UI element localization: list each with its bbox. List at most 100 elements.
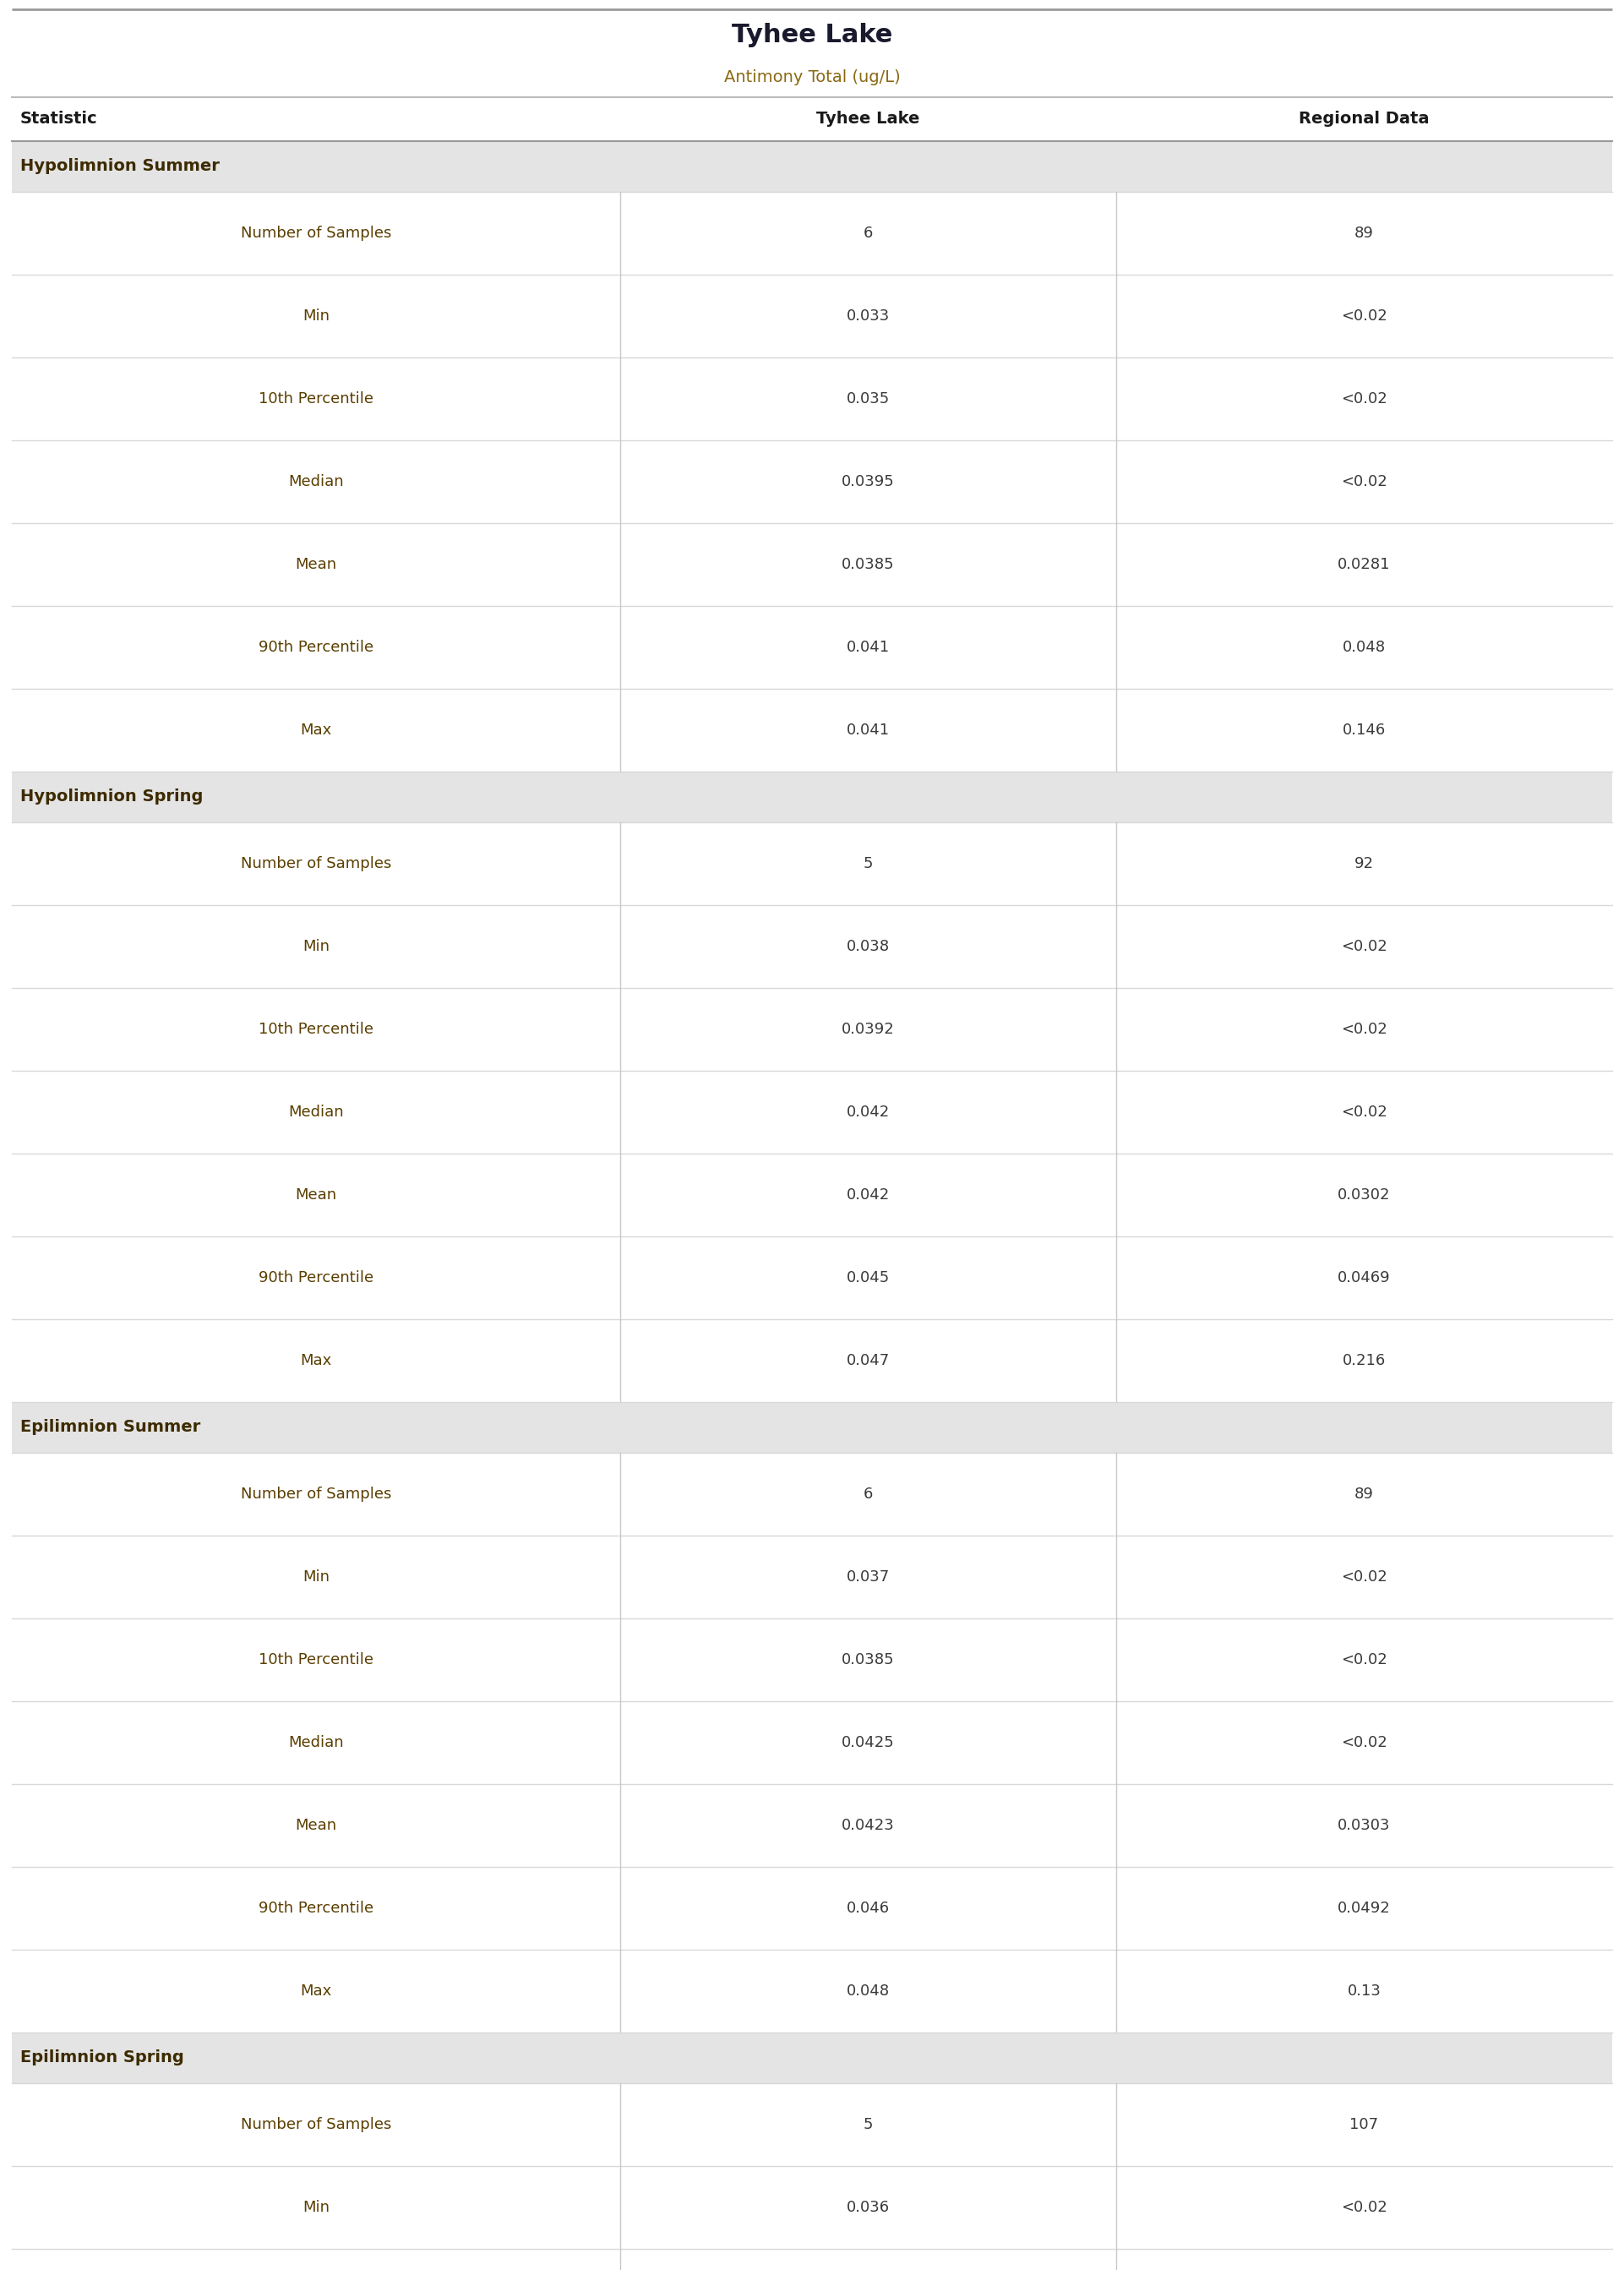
Text: <0.02: <0.02	[1341, 940, 1387, 953]
Text: Min: Min	[302, 2200, 330, 2216]
Bar	[11, 356, 1613, 440]
Bar	[11, 1071, 1613, 1153]
Text: Max: Max	[300, 722, 331, 738]
Text: 0.047: 0.047	[846, 1353, 890, 1369]
Text: <0.02: <0.02	[1341, 1653, 1387, 1668]
Bar	[11, 822, 1613, 906]
Text: 107: 107	[1350, 2118, 1379, 2132]
Text: 0.0425: 0.0425	[841, 1734, 895, 1750]
Text: 0.0492: 0.0492	[1338, 1900, 1390, 1916]
Bar	[11, 2166, 1613, 2250]
Text: 5: 5	[862, 2118, 872, 2132]
Bar	[11, 1403, 1613, 1453]
Text: Statistic: Statistic	[19, 111, 97, 127]
Text: Hypolimnion Spring: Hypolimnion Spring	[19, 790, 203, 806]
Text: Tyhee Lake: Tyhee Lake	[817, 111, 919, 127]
Text: 0.035: 0.035	[846, 390, 890, 406]
Text: 89: 89	[1354, 1487, 1374, 1503]
Text: 0.042: 0.042	[846, 1187, 890, 1203]
Text: 90th Percentile: 90th Percentile	[258, 1900, 374, 1916]
Bar	[11, 2032, 1613, 2084]
Text: 0.0392: 0.0392	[841, 1022, 895, 1037]
Text: Median: Median	[287, 1734, 344, 1750]
Bar	[11, 1784, 1613, 1866]
Bar	[11, 2084, 1613, 2166]
Bar	[11, 275, 1613, 356]
Text: 0.041: 0.041	[846, 640, 890, 656]
Text: 0.0385: 0.0385	[841, 556, 895, 572]
Text: 0.036: 0.036	[846, 2200, 890, 2216]
Bar	[11, 522, 1613, 606]
Text: 0.042: 0.042	[846, 1105, 890, 1119]
Text: 0.046: 0.046	[846, 1900, 890, 1916]
Text: 0.0302: 0.0302	[1338, 1187, 1390, 1203]
Bar	[11, 193, 1613, 275]
Text: Mean: Mean	[296, 1187, 336, 1203]
Text: <0.02: <0.02	[1341, 1022, 1387, 1037]
Text: 0.038: 0.038	[846, 940, 890, 953]
Text: 10th Percentile: 10th Percentile	[258, 1653, 374, 1668]
Bar	[11, 1700, 1613, 1784]
Text: 92: 92	[1354, 856, 1374, 872]
Text: Tyhee Lake: Tyhee Lake	[731, 23, 893, 48]
Bar	[11, 440, 1613, 522]
Bar	[11, 1237, 1613, 1319]
Bar	[11, 1319, 1613, 1403]
Text: Mean: Mean	[296, 556, 336, 572]
Text: <0.02: <0.02	[1341, 1569, 1387, 1584]
Bar	[11, 906, 1613, 987]
Text: Max: Max	[300, 1353, 331, 1369]
Text: Number of Samples: Number of Samples	[240, 1487, 391, 1503]
Text: Hypolimnion Summer: Hypolimnion Summer	[19, 159, 219, 175]
Text: Epilimnion Spring: Epilimnion Spring	[19, 2050, 184, 2066]
Bar	[11, 141, 1613, 193]
Bar	[11, 1950, 1613, 2032]
Text: Max: Max	[300, 1984, 331, 1998]
Bar	[11, 1153, 1613, 1237]
Text: 0.13: 0.13	[1348, 1984, 1380, 1998]
Text: Number of Samples: Number of Samples	[240, 225, 391, 241]
Bar	[11, 606, 1613, 688]
Bar	[11, 688, 1613, 772]
Text: Median: Median	[287, 1105, 344, 1119]
Text: 0.0385: 0.0385	[841, 1653, 895, 1668]
Text: <0.02: <0.02	[1341, 2200, 1387, 2216]
Text: Median: Median	[287, 474, 344, 490]
Text: 0.033: 0.033	[846, 309, 890, 325]
Bar	[11, 772, 1613, 822]
Text: <0.02: <0.02	[1341, 309, 1387, 325]
Bar	[11, 1619, 1613, 1700]
Text: 0.048: 0.048	[1343, 640, 1385, 656]
Text: Min: Min	[302, 309, 330, 325]
Text: 90th Percentile: 90th Percentile	[258, 640, 374, 656]
Text: 0.146: 0.146	[1343, 722, 1385, 738]
Text: 0.216: 0.216	[1343, 1353, 1385, 1369]
Text: 0.0395: 0.0395	[841, 474, 895, 490]
Bar	[11, 1535, 1613, 1619]
Text: Antimony Total (ug/L): Antimony Total (ug/L)	[724, 70, 900, 86]
Bar	[11, 1866, 1613, 1950]
Text: 0.0281: 0.0281	[1338, 556, 1390, 572]
Text: 10th Percentile: 10th Percentile	[258, 1022, 374, 1037]
Text: Number of Samples: Number of Samples	[240, 856, 391, 872]
Text: 6: 6	[864, 1487, 872, 1503]
Text: 0.041: 0.041	[846, 722, 890, 738]
Text: 0.048: 0.048	[846, 1984, 890, 1998]
Text: Min: Min	[302, 1569, 330, 1584]
Text: 0.0423: 0.0423	[841, 1818, 895, 1834]
Text: 6: 6	[864, 225, 872, 241]
Text: Epilimnion Summer: Epilimnion Summer	[19, 1419, 200, 1435]
Text: <0.02: <0.02	[1341, 390, 1387, 406]
Text: Mean: Mean	[296, 1818, 336, 1834]
Text: <0.02: <0.02	[1341, 1734, 1387, 1750]
Text: <0.02: <0.02	[1341, 1105, 1387, 1119]
Bar	[11, 2250, 1613, 2270]
Bar	[11, 987, 1613, 1071]
Text: Regional Data: Regional Data	[1299, 111, 1429, 127]
Text: <0.02: <0.02	[1341, 474, 1387, 490]
Text: Number of Samples: Number of Samples	[240, 2118, 391, 2132]
Text: 0.0303: 0.0303	[1338, 1818, 1390, 1834]
Text: 90th Percentile: 90th Percentile	[258, 1271, 374, 1285]
Bar	[11, 1453, 1613, 1535]
Text: Min: Min	[302, 940, 330, 953]
